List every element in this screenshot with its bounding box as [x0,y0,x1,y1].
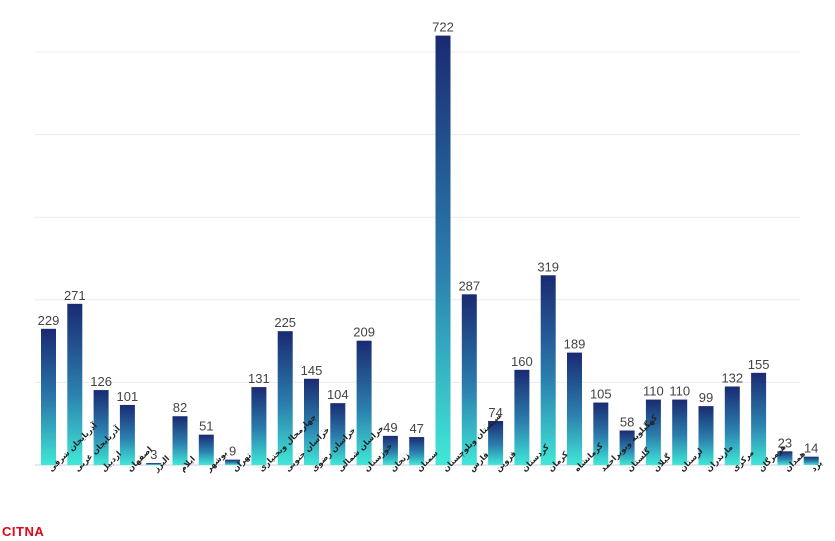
bar [172,416,188,465]
value-labels: 229 271 126 101 3 82 51 9 131 225 145 104 209 49 47 722… [38,20,819,462]
bar [67,303,83,465]
data-label: 9 [229,444,236,459]
bar [777,451,793,465]
bar [567,352,582,465]
bar [198,434,214,465]
data-label: 104 [327,387,349,402]
bars [41,35,819,465]
bar [225,459,241,465]
bar [409,437,425,465]
bar [330,403,346,465]
bar [488,420,504,465]
data-label: 126 [90,374,112,389]
data-label: 145 [301,363,323,378]
data-label: 132 [721,370,743,385]
bar [382,435,398,465]
bar [593,402,609,465]
data-label: 51 [199,419,213,434]
data-label: 105 [590,387,612,402]
data-label: 110 [643,384,664,399]
bar [803,456,819,465]
data-label: 23 [778,435,792,450]
data-label: 110 [669,384,690,399]
data-label: 319 [537,259,559,274]
data-label: 155 [748,357,770,372]
data-label: 47 [409,421,423,436]
bar [698,406,714,465]
bar [672,399,688,465]
data-label: 287 [458,278,480,293]
data-label: 101 [117,389,139,404]
bar [461,294,477,465]
data-label: 58 [620,415,634,430]
data-label: 722 [432,20,454,35]
bar [751,372,767,465]
bar [435,35,451,465]
data-label: 74 [488,405,502,420]
data-label: 82 [173,400,187,415]
bar [41,328,56,465]
data-label: 99 [699,390,713,405]
bar [645,399,661,465]
bar [251,387,267,465]
data-label: 209 [353,325,375,340]
data-label: 271 [64,288,86,303]
citna-logo: CITNA [2,524,45,539]
bar [514,369,530,465]
bar [277,331,293,465]
bar [724,386,740,465]
bar [304,378,319,465]
data-label: 131 [248,371,270,386]
bar [619,430,635,465]
data-label: 225 [274,315,296,330]
data-label: 3 [150,447,157,462]
data-label: 229 [38,313,60,328]
data-label: 14 [804,441,818,456]
data-label: 189 [564,337,586,352]
data-label: 160 [511,354,533,369]
data-label: 49 [383,420,397,435]
bar [146,463,162,465]
bar [93,390,109,465]
bar [119,404,135,465]
bar [356,340,372,465]
bar [540,275,556,465]
